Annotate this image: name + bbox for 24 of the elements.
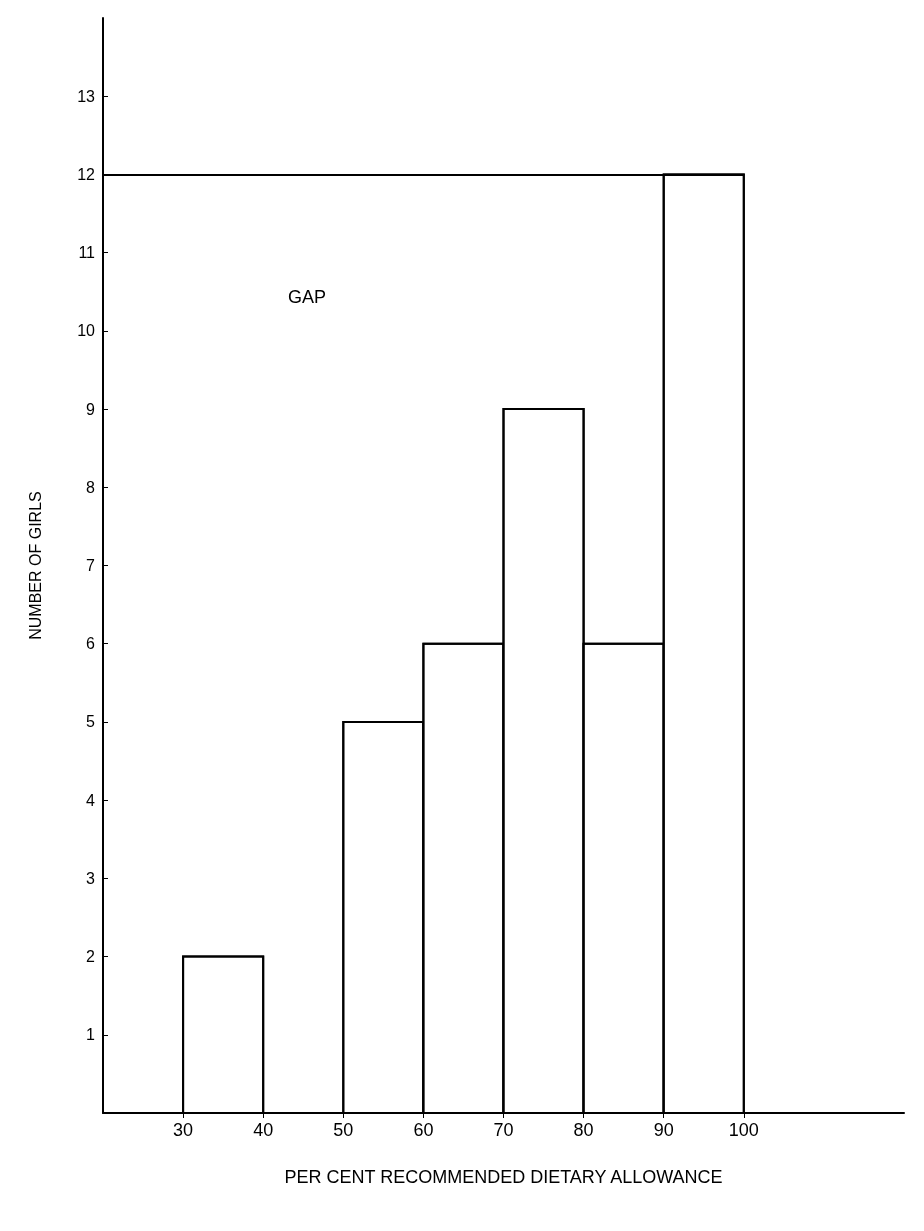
x-tick-label: 30 bbox=[173, 1120, 194, 1140]
y-tick-label: 4 bbox=[86, 791, 96, 809]
y-tick-label: 13 bbox=[77, 87, 96, 105]
x-tick-label: 60 bbox=[413, 1120, 434, 1140]
x-tick-label: 90 bbox=[653, 1120, 674, 1140]
annotation: GAP bbox=[288, 287, 327, 307]
y-tick-label: 2 bbox=[86, 948, 96, 966]
y-tick-label: 1 bbox=[86, 1026, 96, 1044]
x-tick-label: 100 bbox=[728, 1120, 759, 1140]
y-tick-label: 6 bbox=[86, 635, 96, 653]
y-tick-label: 3 bbox=[86, 869, 96, 887]
x-tick-label: 80 bbox=[573, 1120, 594, 1140]
x-tick-label: 70 bbox=[493, 1120, 514, 1140]
y-tick-label: 5 bbox=[86, 713, 96, 731]
y-tick-label: 8 bbox=[86, 478, 96, 496]
y-tick-label: 9 bbox=[86, 400, 96, 418]
y-tick-label: 12 bbox=[77, 165, 96, 183]
y-tick-label: 10 bbox=[77, 322, 96, 340]
y-axis-title: NUMBER OF GIRLS bbox=[26, 491, 44, 640]
y-tick-label: 11 bbox=[78, 244, 96, 262]
y-tick-label: 7 bbox=[86, 557, 96, 574]
x-axis-title: PER CENT RECOMMENDED DIETARY ALLOWANCE bbox=[284, 1167, 723, 1187]
x-tick-label: 50 bbox=[333, 1120, 354, 1140]
x-tick-label: 40 bbox=[253, 1120, 274, 1140]
